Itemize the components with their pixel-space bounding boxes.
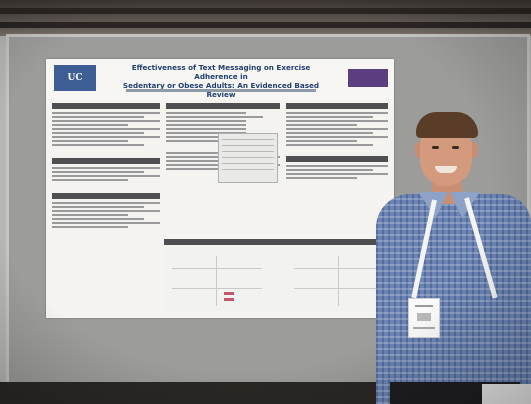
poster-figures	[164, 248, 388, 312]
text-line	[166, 124, 246, 126]
smile	[435, 166, 457, 173]
text-line	[52, 214, 128, 216]
text-line	[166, 168, 246, 170]
section-header	[164, 239, 388, 245]
university-logo: UC	[54, 65, 96, 91]
text-line	[166, 132, 246, 134]
eye	[432, 146, 439, 149]
text-line	[52, 171, 144, 173]
text-line	[52, 128, 160, 130]
text-line	[52, 226, 128, 228]
poster-column-right	[286, 103, 388, 181]
text-line	[52, 136, 160, 138]
text-line	[166, 152, 246, 154]
figure-line	[294, 288, 380, 289]
text-line	[166, 140, 246, 142]
poster-title-line: Sedentary or Obese Adults: An Evidenced …	[122, 81, 320, 99]
text-line	[52, 202, 160, 204]
text-line	[52, 120, 160, 122]
text-line	[166, 116, 263, 118]
text-line	[286, 140, 358, 142]
text-line	[52, 112, 160, 114]
presenter	[372, 108, 531, 404]
text-line	[286, 132, 373, 134]
text-line	[52, 179, 128, 181]
results-table	[218, 133, 278, 183]
text-line	[52, 124, 128, 126]
text-line	[52, 206, 144, 208]
section-header	[52, 193, 160, 199]
ceiling-beam	[0, 8, 531, 14]
text-line	[286, 120, 388, 122]
floor-corner	[482, 384, 531, 404]
eye	[452, 146, 459, 149]
poster-authors	[126, 89, 316, 92]
text-line	[166, 112, 246, 114]
figure-line	[172, 268, 262, 269]
text-line	[166, 136, 246, 138]
text-line	[52, 175, 160, 177]
text-line	[166, 160, 263, 162]
text-line	[286, 165, 388, 167]
institution-logo	[348, 69, 388, 87]
ceiling-beam	[0, 22, 531, 28]
text-line	[286, 136, 388, 138]
text-line	[166, 120, 246, 122]
figure-axis	[338, 256, 339, 306]
text-line	[286, 116, 373, 118]
ear	[468, 142, 478, 158]
text-line	[52, 210, 160, 212]
section-header	[286, 156, 388, 162]
poster-title: Effectiveness of Text Messaging on Exerc…	[112, 63, 330, 99]
text-line	[52, 144, 144, 146]
text-line	[286, 128, 388, 130]
figure-line	[172, 288, 262, 289]
text-line	[286, 177, 358, 179]
section-header	[286, 103, 388, 109]
section-header	[52, 158, 160, 164]
research-poster: UC Effectiveness of Text Messaging on Ex…	[46, 59, 394, 318]
section-header	[166, 103, 280, 109]
figure-marker	[224, 292, 234, 295]
poster-column-left	[52, 103, 160, 230]
figure-line	[294, 268, 380, 269]
text-line	[166, 128, 246, 130]
text-line	[52, 167, 160, 169]
text-line	[52, 222, 160, 224]
text-line	[286, 173, 388, 175]
name-badge	[408, 298, 440, 338]
plaid-shirt	[376, 194, 531, 404]
text-line	[286, 169, 373, 171]
text-line	[286, 144, 373, 146]
poster-title-line: Effectiveness of Text Messaging on Exerc…	[131, 63, 311, 81]
section-header	[52, 103, 160, 109]
figure-marker	[224, 298, 234, 301]
text-line	[52, 218, 144, 220]
poster-header: UC Effectiveness of Text Messaging on Ex…	[46, 59, 394, 99]
figure-axis	[216, 256, 217, 306]
text-line	[52, 116, 144, 118]
hair	[416, 112, 478, 138]
text-line	[286, 124, 358, 126]
text-line	[286, 112, 388, 114]
text-line	[52, 132, 144, 134]
text-line	[52, 140, 128, 142]
